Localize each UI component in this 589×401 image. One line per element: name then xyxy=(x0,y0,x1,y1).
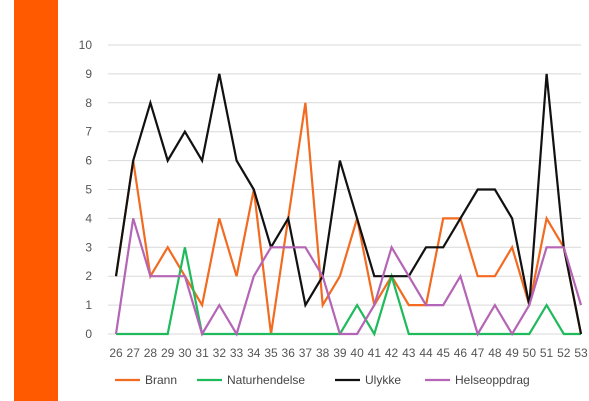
x-tick-label: 52 xyxy=(557,346,571,360)
x-tick-label: 40 xyxy=(350,346,364,360)
y-tick-label: 9 xyxy=(85,67,92,81)
y-tick-label: 3 xyxy=(85,240,92,254)
x-tick-label: 35 xyxy=(264,346,278,360)
y-tick-label: 8 xyxy=(85,96,92,110)
series-line-ulykke xyxy=(114,73,583,335)
x-tick-label: 30 xyxy=(178,346,192,360)
x-tick-label: 53 xyxy=(574,346,588,360)
x-tick-label: 41 xyxy=(368,346,382,360)
x-tick-label: 36 xyxy=(282,346,296,360)
x-tick-label: 50 xyxy=(523,346,537,360)
y-tick-label: 7 xyxy=(85,125,92,139)
x-tick-label: 47 xyxy=(471,346,485,360)
y-tick-label: 4 xyxy=(85,211,92,225)
x-tick-label: 34 xyxy=(247,346,261,360)
x-tick-label: 33 xyxy=(230,346,244,360)
x-tick-label: 27 xyxy=(127,346,141,360)
series-line-helseoppdrag xyxy=(114,218,583,337)
series-lines xyxy=(114,73,583,337)
series-line-naturhendelse xyxy=(116,247,581,337)
x-tick-label: 48 xyxy=(488,346,502,360)
x-tick-label: 49 xyxy=(505,346,519,360)
accent-bar xyxy=(14,0,58,401)
x-tick-label: 29 xyxy=(161,346,175,360)
x-tick-label: 31 xyxy=(195,346,209,360)
legend: Brann Naturhendelse Ulykke Helseoppdrag xyxy=(115,373,530,387)
x-tick-label: 39 xyxy=(333,346,347,360)
y-tick-label: 1 xyxy=(85,298,92,312)
legend-label-helseoppdrag: Helseoppdrag xyxy=(455,373,530,387)
y-tick-label: 10 xyxy=(79,38,93,52)
legend-label-ulykke: Ulykke xyxy=(365,373,401,387)
x-tick-label: 38 xyxy=(316,346,330,360)
x-tick-label: 44 xyxy=(419,346,433,360)
x-tick-label: 26 xyxy=(109,346,123,360)
y-tick-label: 5 xyxy=(85,183,92,197)
y-tick-label: 2 xyxy=(85,269,92,283)
x-tick-label: 28 xyxy=(144,346,158,360)
x-tick-label: 45 xyxy=(437,346,451,360)
legend-label-naturhendelse: Naturhendelse xyxy=(227,373,305,387)
x-tick-label: 42 xyxy=(385,346,399,360)
gridlines xyxy=(108,44,581,335)
x-axis-ticks: 26 27 28 29 30 31 32 33 34 35 36 37 38 39 40 41 42 43 44 45… xyxy=(109,346,588,360)
x-tick-label: 43 xyxy=(402,346,416,360)
x-tick-label: 32 xyxy=(213,346,227,360)
y-tick-label: 0 xyxy=(85,327,92,341)
x-tick-label: 51 xyxy=(540,346,554,360)
legend-label-brann: Brann xyxy=(145,373,177,387)
y-axis-ticks: 0 1 2 3 4 5 6 7 8 9 10 xyxy=(79,38,93,341)
y-tick-label: 6 xyxy=(85,154,92,168)
x-tick-label: 46 xyxy=(454,346,468,360)
x-tick-label: 37 xyxy=(299,346,313,360)
